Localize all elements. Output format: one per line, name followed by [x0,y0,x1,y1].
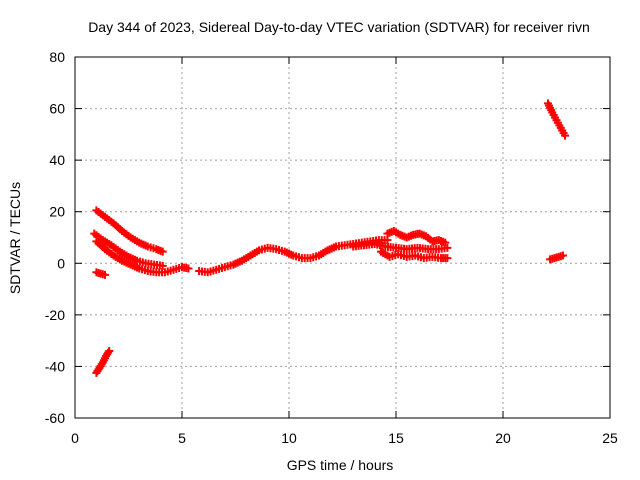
x-axis-label: GPS time / hours [287,457,394,473]
data-point-fill [141,241,150,250]
data-point-fill [138,258,147,267]
data-point-fill [166,266,175,275]
series-fill-steep-negative [93,348,113,376]
data-point-fill [555,121,564,130]
series-arc-mid-start [90,229,167,270]
series-late-upper [383,227,450,247]
series-fill-high-late-arc [545,101,568,138]
series-fill-late-upper [385,227,448,246]
data-point-fill [226,261,235,270]
data-point-fill [419,231,428,240]
x-tick-label: 0 [71,430,79,446]
series-fill-arc-low-start [94,239,191,277]
y-tick-label: -40 [45,358,65,374]
data-point-fill [441,254,450,263]
data-point-fill [244,252,253,261]
data-point-fill [104,348,113,357]
data-point-fill [559,129,568,138]
data-point-fill [98,243,107,252]
data-point-fill [547,106,556,115]
y-axis-label: SDTVAR / TECUs [7,182,23,294]
series-high-late-arc [543,99,570,140]
x-tick-label: 25 [602,430,618,446]
data-point-fill [182,264,191,273]
data-point-fill [124,231,133,240]
data-point-fill [235,257,244,266]
data-point-fill [556,252,565,261]
data-point-fill [156,246,165,255]
data-point-fill [140,266,149,275]
data-point-fill [124,259,133,268]
data-point-fill [329,243,338,252]
data-point-fill [115,255,124,264]
series-late-middle [349,239,452,254]
y-tick-label: 20 [49,204,65,220]
data-point-fill [98,211,107,220]
series-fill-arc-mid-start [92,231,164,270]
y-tick-label: -20 [45,307,65,323]
series-arc-high-start [92,206,167,256]
y-tick-label: -60 [45,410,65,426]
y-tick-label: 40 [49,152,65,168]
series-fill-short-negative [94,268,107,279]
data-point-fill [321,247,330,256]
data-point-fill [149,244,158,253]
data-point-fill [94,268,103,277]
data-point-fill [287,250,296,259]
series-fill-near-zero-late [548,252,565,263]
y-tick-label: 80 [49,49,65,65]
x-tick-label: 20 [495,430,511,446]
data-point-fill [269,244,278,253]
data-point-fill [312,252,321,261]
series-steep-negative [92,346,114,377]
data-point-fill [406,231,415,240]
data-point-fill [133,237,142,246]
series-arc-low-start [92,237,193,277]
data-point-fill [440,244,449,253]
series-late-lower [377,247,452,263]
series-fill-late-middle [351,240,449,254]
data-point-fill [115,225,124,234]
series-short-negative [92,268,109,279]
x-tick-label: 10 [281,430,297,446]
data-point-fill [130,255,139,264]
x-tick-label: 5 [178,430,186,446]
data-point-fill [252,247,261,256]
data-point-fill [133,263,142,272]
data-point-fill [155,261,164,270]
series-fill-arc-high-start [94,208,165,255]
data-point-fill [394,229,403,238]
x-tick-label: 15 [388,430,404,446]
data-point-fill [548,254,557,263]
data-point-fill [105,239,114,248]
series-fill-late-lower [379,248,450,263]
data-point-fill [277,246,286,255]
data-point-fill [551,113,560,122]
data-point-fill [107,217,116,226]
data-point-fill [209,266,218,275]
data-point-fill [439,237,448,246]
data-point-fill [552,253,561,262]
data-point-fill [96,234,105,243]
plot-frame [74,56,611,419]
data-point-fill [107,249,116,258]
chart-title: Day 344 of 2023, Sidereal Day-to-day VTE… [88,19,590,35]
y-tick-label: 0 [57,255,65,271]
plot-layer: 0 5 10 15 20 25 -60 -40 -20 0 20 40 60 80 [45,49,618,446]
data-point-fill [217,264,226,273]
data-point-fill [113,246,122,255]
series-near-zero-late [546,251,567,264]
data-point-fill [122,251,131,260]
y-tick-label: 60 [49,101,65,117]
data-point-fill [98,270,107,279]
